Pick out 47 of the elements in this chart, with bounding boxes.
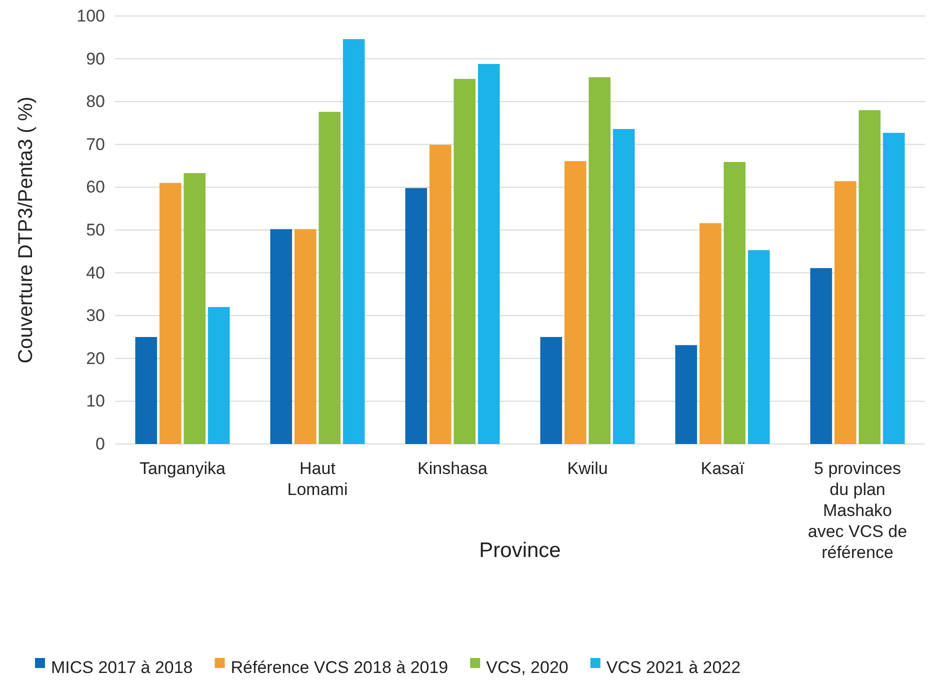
x-tick-label: Kinshasa [418,459,488,478]
y-tick-label: 60 [86,178,105,197]
bar [294,229,316,444]
bar [405,188,428,444]
y-tick-label: 90 [86,49,105,68]
legend-label: Référence VCS 2018 à 2019 [230,658,448,677]
bar [675,345,698,444]
y-tick-label: 70 [86,134,105,154]
x-tick-label: Kasaï [700,459,745,478]
bar [159,182,182,444]
x-tick-label: Kwilu [567,459,608,478]
y-tick-label: 0 [96,434,105,454]
bar [540,337,562,444]
x-tick-label: Haut Lomami [287,459,348,499]
y-tick-label: 80 [86,92,105,112]
bar [454,78,476,444]
x-tick-label: Tanganyika [139,459,226,478]
y-tick-label: 100 [76,6,105,26]
bar [270,229,292,444]
legend-label: VCS 2021 à 2022 [606,658,741,677]
bar [882,132,905,444]
y-tick-label: 20 [86,348,105,368]
bar [184,173,206,444]
y-tick-label: 50 [86,220,105,240]
legend-label: MICS 2017 à 2018 [51,658,193,677]
bar [748,250,770,444]
bar [588,77,611,444]
bar [699,223,722,444]
bar [858,110,881,444]
y-tick-label: 10 [86,392,105,411]
y-tick-label: 30 [86,306,105,326]
bar [612,128,635,444]
bar [135,337,158,444]
legend-label: VCS, 2020 [486,658,568,677]
bar [810,268,832,444]
bar [208,307,230,444]
x-axis-title: Province [479,539,561,562]
bar [318,112,341,444]
bar [564,161,586,444]
bar [834,181,856,444]
y-axis-title: Couverture DTP3/Penta3 ( %) [15,96,37,364]
x-tick-label: 5 provinces du plan Mashako avec VCS de référence [808,459,908,562]
bar [724,162,746,444]
bar [342,39,365,444]
bar [429,144,452,444]
y-tick-label: 40 [86,263,105,282]
bar [478,64,500,444]
